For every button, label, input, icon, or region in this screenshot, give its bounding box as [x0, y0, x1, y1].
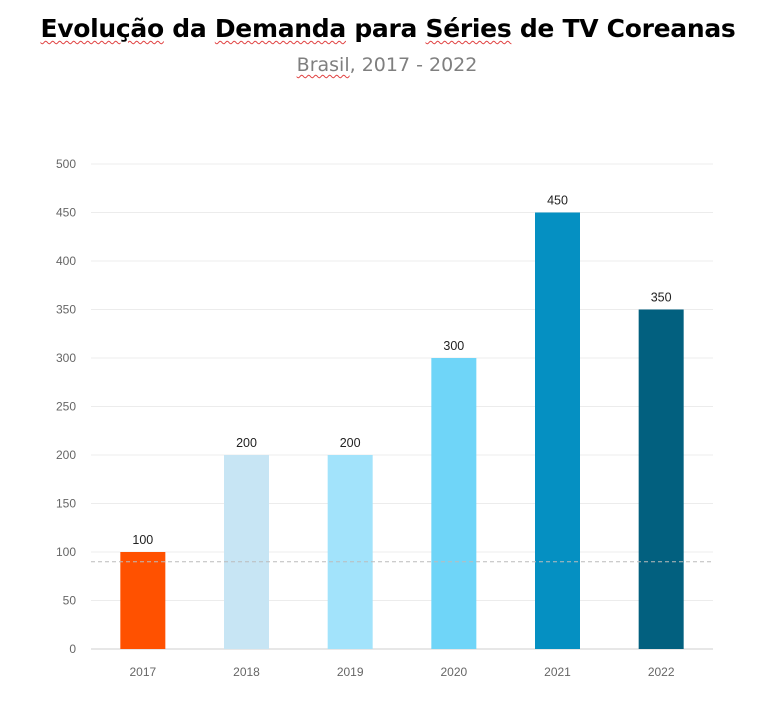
y-tick-label: 0	[69, 642, 76, 656]
y-tick-label: 500	[56, 157, 76, 171]
y-tick-label: 400	[56, 254, 76, 268]
bar	[120, 552, 166, 649]
data-label: 450	[547, 194, 568, 208]
chart-subtitle-part: Brasil	[296, 54, 350, 76]
chart-title-part: da	[163, 14, 215, 43]
x-tick-label: 2021	[544, 665, 571, 679]
data-label: 200	[236, 436, 257, 450]
bar	[431, 358, 477, 649]
x-tick-label: 2018	[233, 665, 260, 679]
chart-title: Evolução da Demanda para Séries de TV Co…	[0, 14, 764, 43]
x-tick-label: 2017	[129, 665, 156, 679]
chart-title-part: de TV Coreanas	[511, 14, 736, 43]
data-label: 300	[443, 339, 464, 353]
chart-title-part: Evolução	[40, 14, 164, 43]
y-tick-label: 250	[56, 400, 76, 414]
chart-title-part: Demanda	[214, 14, 346, 43]
bar	[638, 309, 684, 649]
x-tick-label: 2022	[648, 665, 675, 679]
bar	[224, 455, 269, 649]
chart-title-part: Séries	[425, 14, 512, 43]
x-tick-label: 2019	[337, 665, 364, 679]
y-tick-label: 50	[63, 594, 77, 608]
data-label: 350	[651, 291, 672, 305]
chart-subtitle: Brasil, 2017 - 2022	[0, 54, 764, 76]
y-tick-label: 350	[56, 303, 76, 317]
chart-subtitle-part: , 2017 - 2022	[349, 54, 478, 76]
y-tick-label: 150	[56, 497, 76, 511]
data-label: 200	[340, 436, 361, 450]
y-tick-label: 300	[56, 351, 76, 365]
y-tick-label: 100	[56, 545, 76, 559]
data-label: 100	[132, 533, 153, 547]
y-tick-label: 450	[56, 206, 76, 220]
chart-title-part: para	[345, 14, 426, 43]
y-tick-label: 200	[56, 448, 76, 462]
bar	[535, 212, 580, 649]
bar	[327, 455, 373, 649]
x-tick-label: 2020	[440, 665, 467, 679]
